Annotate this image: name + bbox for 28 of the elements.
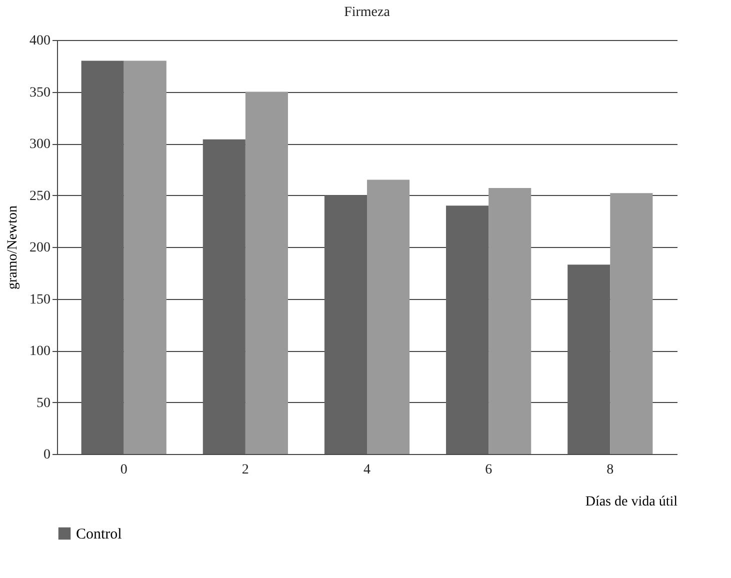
y-tick-label: 400 xyxy=(30,34,50,48)
bar xyxy=(446,206,489,454)
x-tick-label: 4 xyxy=(364,462,370,478)
bar xyxy=(367,180,410,454)
bar xyxy=(202,139,246,454)
x-tick-label: 8 xyxy=(606,462,614,478)
y-tick-label: 50 xyxy=(36,396,50,411)
bar xyxy=(324,195,367,454)
y-axis-title: gramo/Newton xyxy=(6,206,20,290)
x-axis-title: Días de vida útil xyxy=(585,494,678,510)
y-tick-label: 350 xyxy=(30,85,50,100)
legend-label: Control xyxy=(76,526,122,542)
bar xyxy=(488,188,532,454)
bar xyxy=(124,60,166,454)
x-tick-label: 0 xyxy=(120,462,128,478)
y-tick-label: 200 xyxy=(30,240,50,256)
chart-title: Firmeza xyxy=(344,5,391,20)
y-tick-label: 100 xyxy=(30,344,50,359)
bar xyxy=(81,60,124,454)
x-tick-label: 6 xyxy=(485,462,492,478)
y-tick-label: 0 xyxy=(44,448,50,462)
y-tick-label: 250 xyxy=(30,188,50,204)
y-tick-label: 300 xyxy=(30,137,50,152)
y-tick-label: 150 xyxy=(30,292,50,308)
bar xyxy=(568,264,610,454)
x-tick-label: 2 xyxy=(242,462,249,478)
bar xyxy=(245,92,288,454)
bar xyxy=(610,193,653,454)
